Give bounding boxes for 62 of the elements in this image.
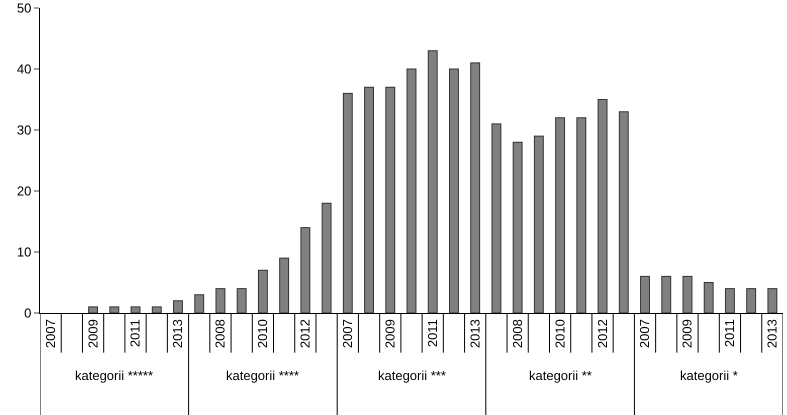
bar xyxy=(109,306,120,313)
bar xyxy=(88,306,98,313)
bar xyxy=(385,86,396,313)
x-tick-label: 2008 xyxy=(212,319,228,348)
bar xyxy=(130,306,140,313)
text: kategorii ** xyxy=(529,368,592,383)
text: kategorii **** xyxy=(226,368,299,383)
x-tick-label: 2009 xyxy=(680,319,695,348)
x-tick-label: 2007 xyxy=(42,319,58,348)
y-tick-label: 50 xyxy=(16,0,32,16)
x-tick-label: 2011 xyxy=(128,319,143,348)
x-tick-label: 2010 xyxy=(255,319,270,348)
y-tick-label: 30 xyxy=(16,122,32,138)
bar xyxy=(746,288,756,313)
bar xyxy=(724,288,735,313)
x-tick-label: 2011 xyxy=(722,319,738,348)
bar xyxy=(406,68,416,313)
bar xyxy=(194,294,204,313)
bar xyxy=(682,276,692,313)
x-tick-label: 2009 xyxy=(85,319,100,348)
y-tick-label: 10 xyxy=(16,244,32,260)
bar xyxy=(322,202,332,313)
x-tick-label: 2013 xyxy=(170,319,186,348)
x-tick-label: 2011 xyxy=(424,319,440,348)
y-tick-label: 20 xyxy=(16,184,32,199)
bar xyxy=(300,227,310,313)
x-tick-label: 2009 xyxy=(382,319,398,348)
x-tick-label: 2007 xyxy=(637,319,652,348)
bar xyxy=(576,117,586,313)
text: kategorii ***** xyxy=(75,368,154,383)
x-tick-label: 2013 xyxy=(764,319,780,348)
bar xyxy=(512,142,523,313)
bar xyxy=(640,276,650,313)
bar xyxy=(534,136,544,313)
bar xyxy=(598,99,608,313)
bar xyxy=(342,92,353,313)
bar xyxy=(428,50,438,313)
bar xyxy=(704,282,714,313)
text: kategorii * xyxy=(680,368,738,383)
bar xyxy=(173,300,183,313)
x-tick-label: 2010 xyxy=(552,319,568,348)
bar xyxy=(258,270,268,313)
x-tick-label: 2008 xyxy=(510,319,525,348)
bar xyxy=(364,86,374,313)
x-tick-label: 2007 xyxy=(340,319,356,348)
bar xyxy=(491,123,502,313)
bar xyxy=(449,68,459,313)
bar xyxy=(555,117,566,313)
y-tick-label: 0 xyxy=(24,306,32,321)
bar xyxy=(152,306,162,313)
x-tick-label: 2012 xyxy=(594,319,610,348)
text: kategorii *** xyxy=(378,368,446,383)
bar xyxy=(236,288,247,313)
bar xyxy=(279,258,290,313)
x-tick-label: 2013 xyxy=(467,319,482,348)
x-tick-label: 2012 xyxy=(298,319,313,348)
bar xyxy=(618,111,629,313)
bar xyxy=(470,62,480,313)
bar xyxy=(215,288,226,313)
bar xyxy=(661,276,672,313)
bar xyxy=(767,288,778,313)
y-tick-label: 40 xyxy=(16,62,32,77)
